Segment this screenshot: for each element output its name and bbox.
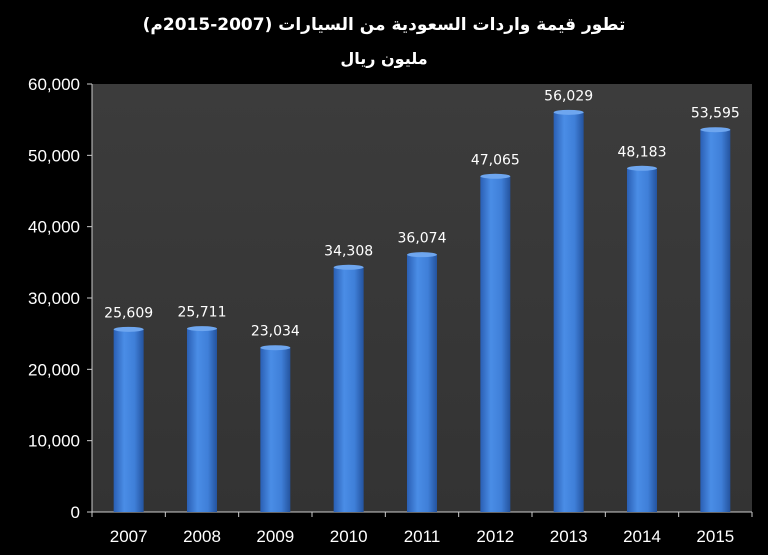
bar-top — [627, 165, 657, 171]
y-tick-label: 30,000 — [28, 289, 80, 308]
x-tick-label: 2010 — [330, 527, 368, 546]
x-axis: 2007 2008 2009 2010 2011 2012 2013 2014 2015 — [91, 511, 753, 546]
x-tick-label: 2015 — [696, 527, 734, 546]
y-tick-label: 40,000 — [28, 218, 80, 237]
bar — [333, 267, 364, 512]
value-label: 36,074 — [398, 231, 447, 247]
bar-top — [187, 326, 217, 332]
bar-top — [700, 127, 731, 133]
bar-top — [333, 264, 364, 270]
value-label: 48,183 — [618, 144, 667, 160]
y-tick-label: 50,000 — [28, 146, 80, 165]
value-label: 53,595 — [691, 106, 740, 122]
bar — [627, 168, 657, 512]
x-tick-label: 2009 — [256, 527, 294, 546]
bar — [553, 112, 584, 512]
y-axis: 0 10,000 20,000 30,000 40,000 50,000 60,000 — [28, 75, 93, 522]
x-tick-label: 2014 — [623, 527, 661, 546]
bar-series — [113, 109, 731, 513]
bar-top — [480, 173, 511, 179]
value-label: 56,029 — [544, 88, 593, 104]
chart-title: تطور قيمة واردات السعودية من السيارات (2… — [143, 15, 626, 35]
data-labels: 25,609 25,711 23,034 34,308 36,074 47,065 56,0… — [104, 88, 740, 339]
bar-top — [553, 109, 584, 115]
value-label: 34,308 — [324, 243, 373, 259]
x-tick-label: 2012 — [476, 527, 514, 546]
value-label: 25,609 — [104, 305, 153, 321]
bar — [407, 254, 437, 513]
bar-top — [113, 326, 144, 332]
bar — [480, 176, 511, 513]
bar — [113, 329, 144, 512]
value-label: 25,711 — [178, 305, 227, 321]
bar-top — [260, 345, 291, 351]
bar — [260, 347, 291, 512]
y-tick-label: 0 — [71, 503, 80, 522]
x-tick-label: 2007 — [110, 527, 148, 546]
value-label: 23,034 — [251, 324, 300, 340]
bar-top — [407, 252, 437, 258]
y-tick-label: 60,000 — [28, 75, 80, 94]
bar — [187, 328, 217, 512]
x-tick-label: 2008 — [183, 527, 221, 546]
bar — [700, 129, 731, 512]
y-tick-label: 20,000 — [28, 360, 80, 379]
y-tick-label: 10,000 — [28, 432, 80, 451]
value-label: 47,065 — [471, 152, 520, 168]
chart-subtitle: مليون ريال — [340, 49, 427, 68]
x-tick-label: 2013 — [550, 527, 588, 546]
x-tick-label: 2011 — [404, 527, 441, 546]
